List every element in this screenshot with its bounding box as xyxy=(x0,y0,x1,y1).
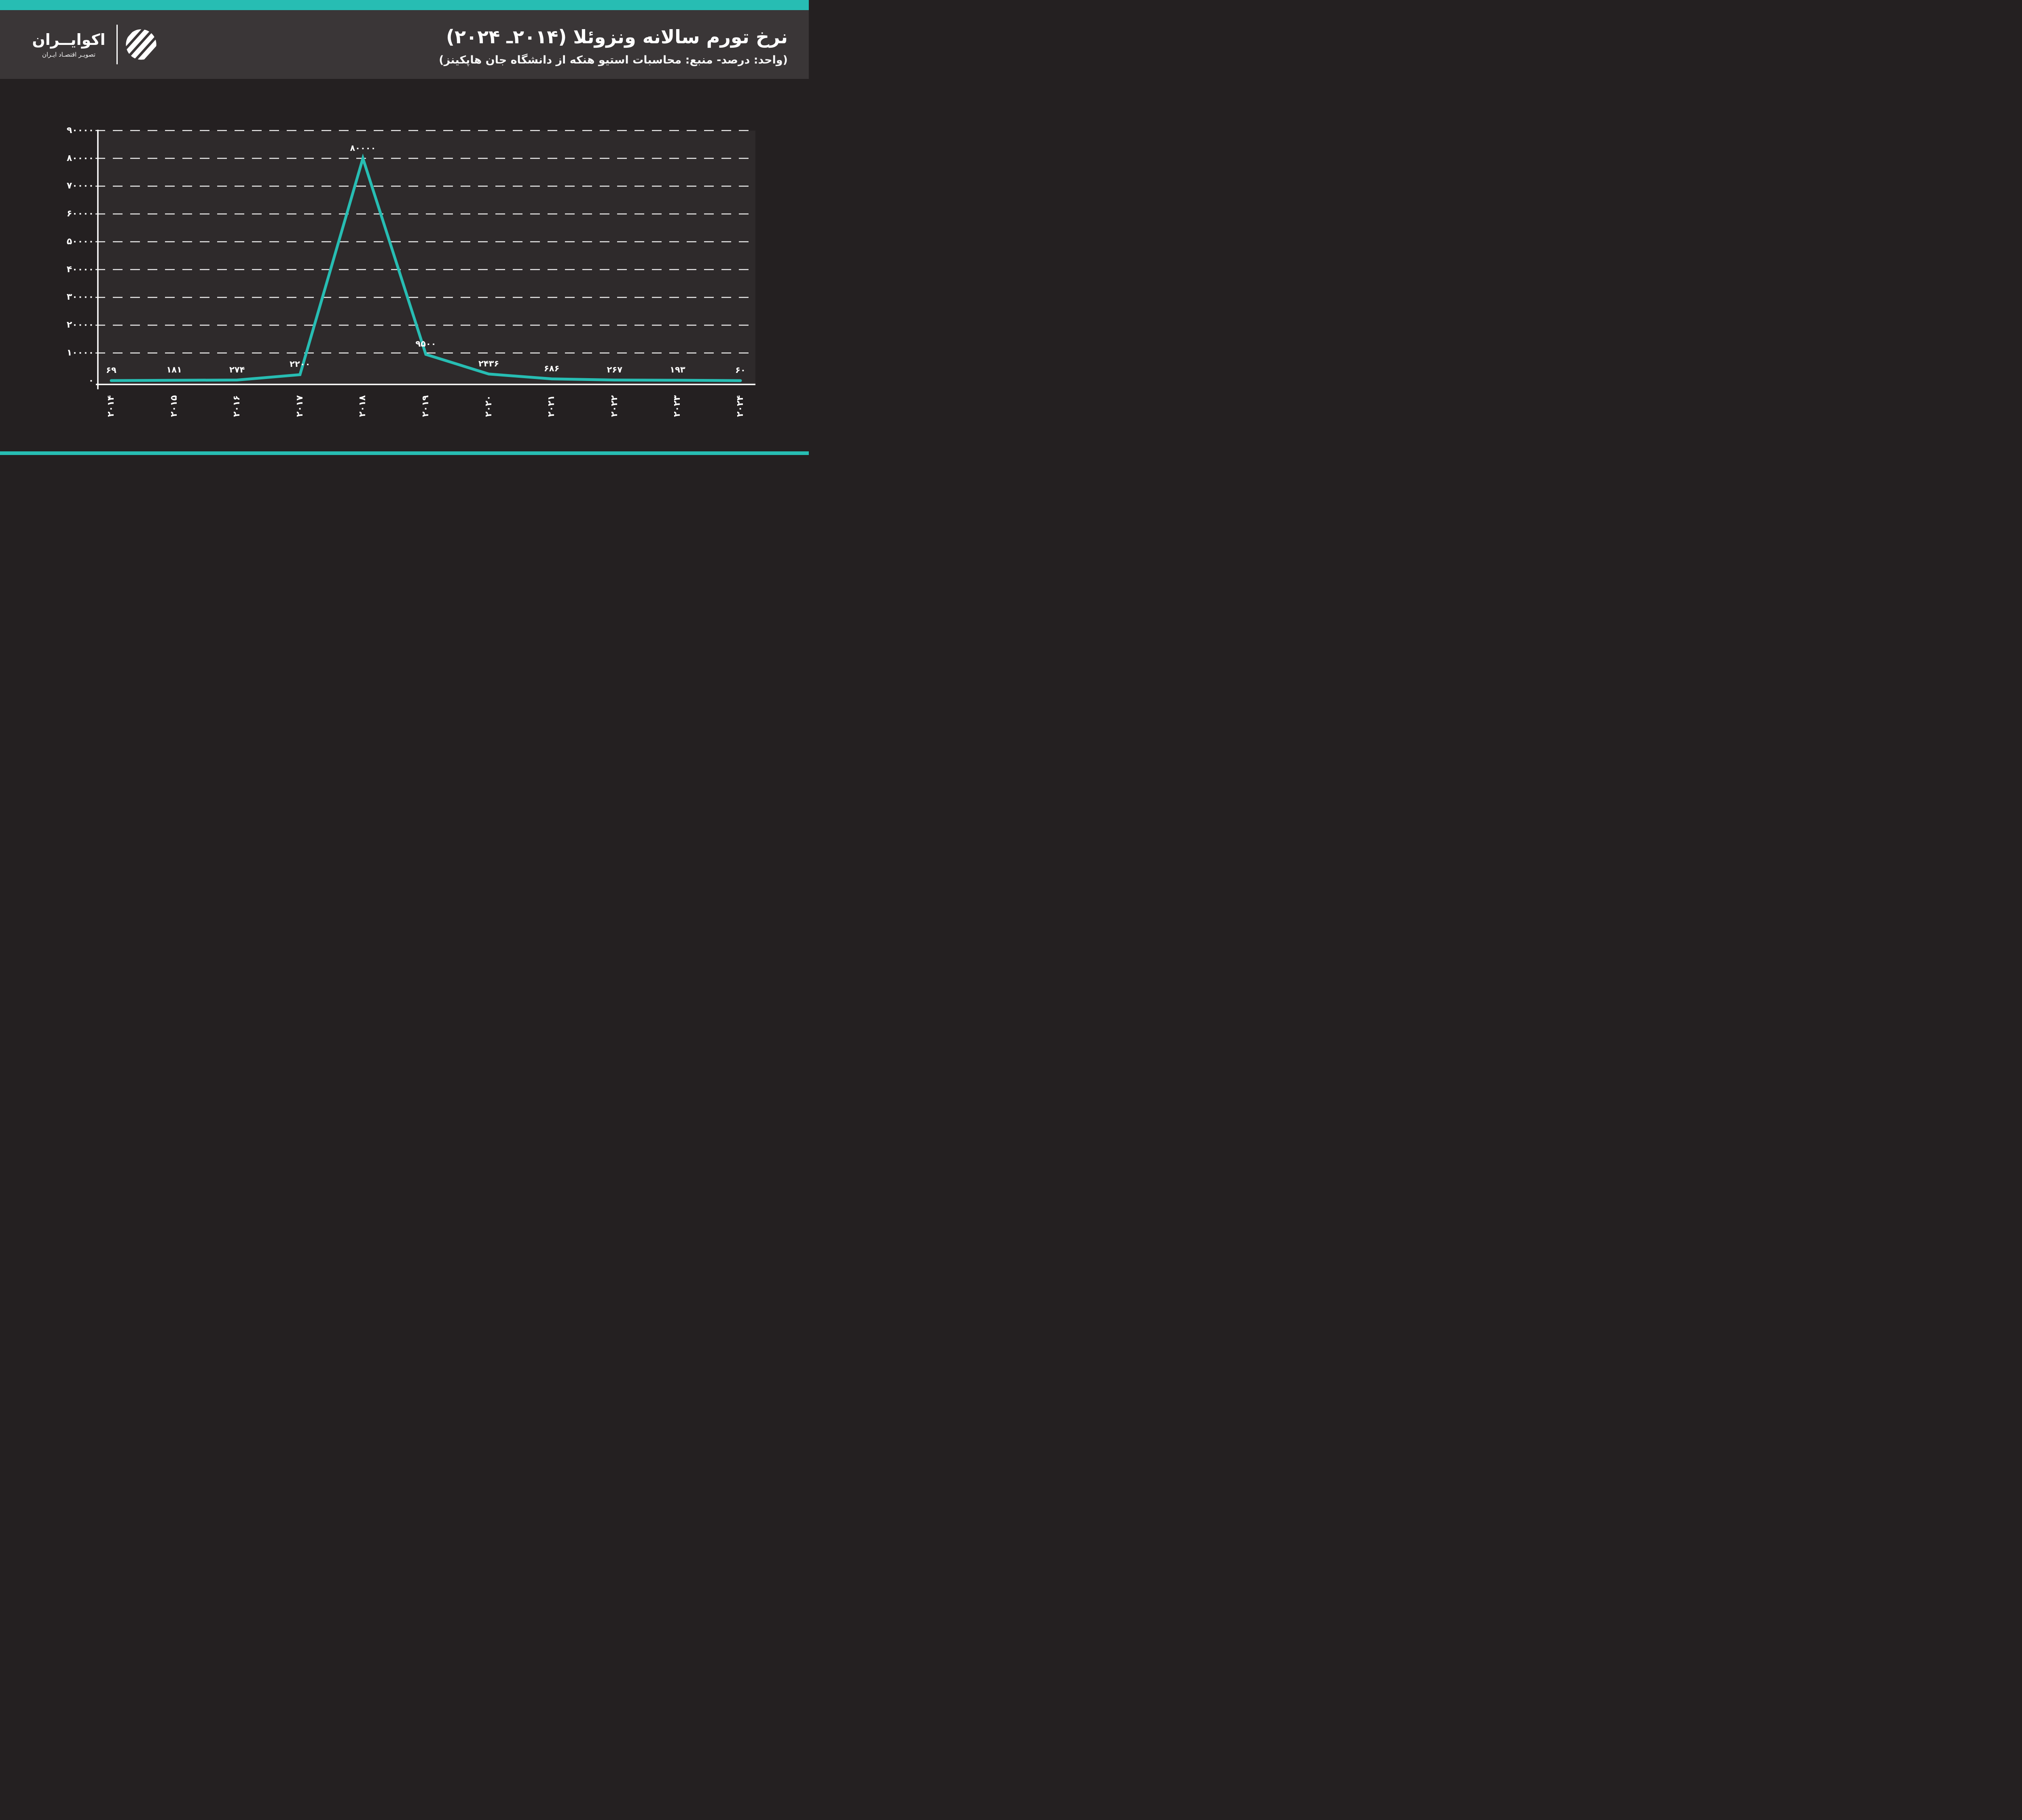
plot-area xyxy=(98,130,755,385)
ecoiran-logo-icon xyxy=(125,28,157,61)
page-title: نرخ تورم سالانه ونزوئلا (۲۰۱۴ـ ۲۰۲۴) xyxy=(446,26,788,48)
infographic-page: { "colors":{ "accent_teal":"#27bdb3", "h… xyxy=(0,0,809,455)
logo-divider xyxy=(116,25,118,64)
page-subtitle: (واحد: درصد- منبع: محاسبات استیو هنکه از… xyxy=(439,54,788,66)
logo-text-block: اکوایــران تصویـر اقتصـاد ایـران xyxy=(28,31,109,58)
bottom-accent-bar xyxy=(0,451,809,455)
title-block: نرخ تورم سالانه ونزوئلا (۲۰۱۴ـ ۲۰۲۴) (وا… xyxy=(439,25,788,68)
top-accent-bar xyxy=(0,0,809,10)
brand-name: اکوایــران xyxy=(32,31,106,49)
inflation-line xyxy=(110,153,742,382)
inflation-chart xyxy=(95,129,755,389)
header: اکوایــران تصویـر اقتصـاد ایـران نرخ تور… xyxy=(0,10,809,79)
ecoiran-logo: اکوایــران تصویـر اقتصـاد ایـران xyxy=(28,25,157,64)
brand-tagline: تصویـر اقتصـاد ایـران xyxy=(42,51,96,58)
